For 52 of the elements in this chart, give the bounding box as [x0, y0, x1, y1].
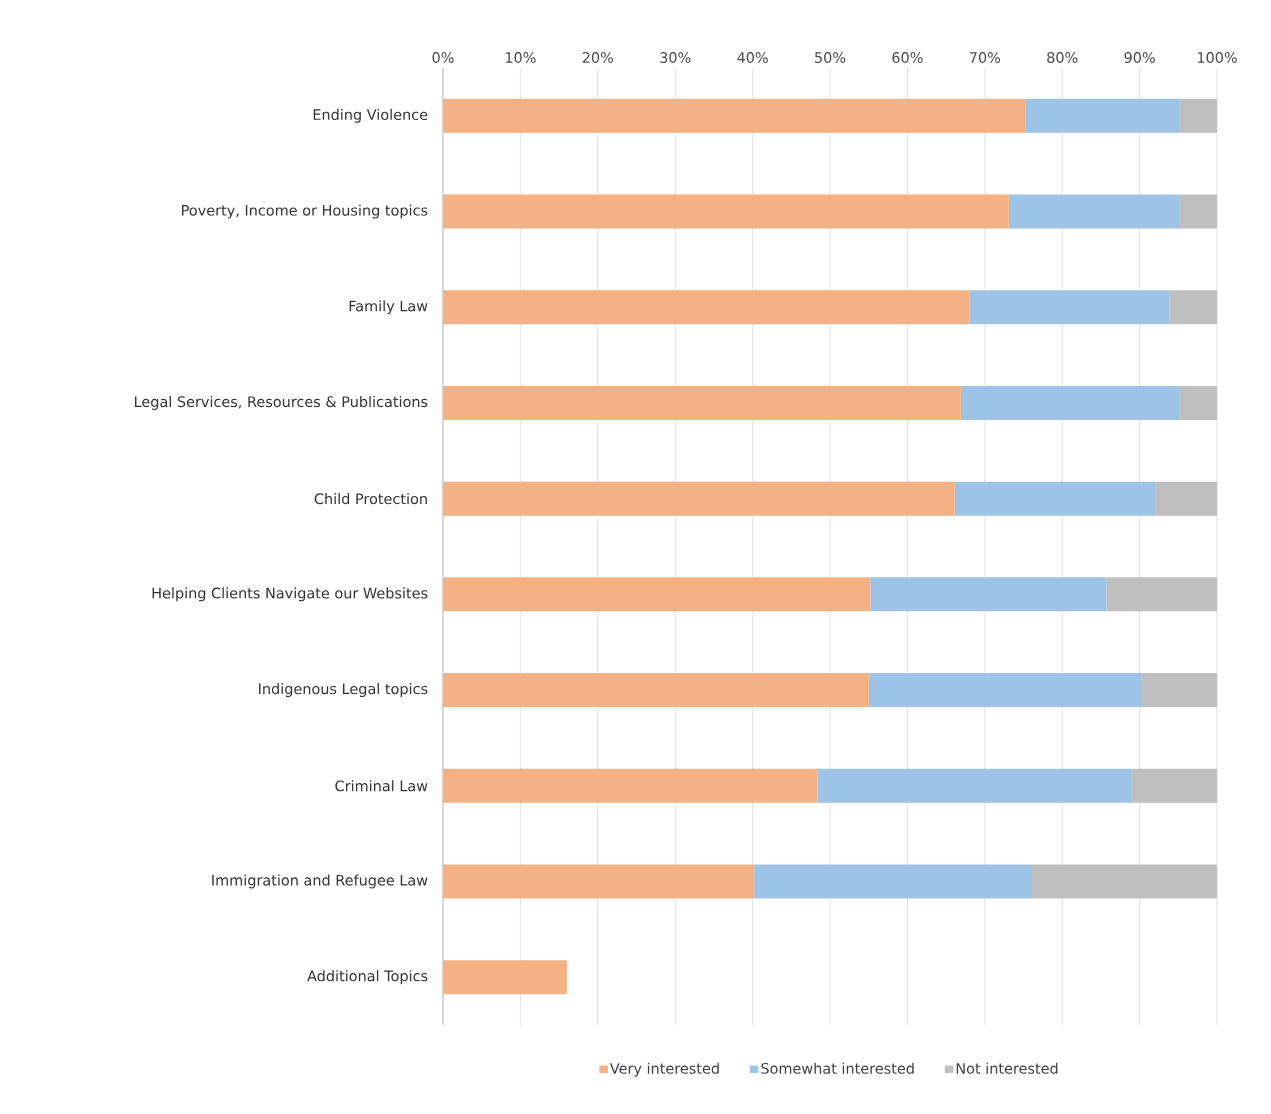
- bar: [1169, 290, 1218, 325]
- bar: [1141, 673, 1218, 708]
- bar: [1106, 577, 1218, 612]
- bar: [443, 98, 1026, 133]
- x-tick-label: 20%: [582, 52, 614, 63]
- legend-label: Somewhat interested: [761, 1062, 914, 1074]
- y-tick-label: Helping Clients Navigate our Websites: [152, 587, 428, 602]
- bar: [969, 290, 1170, 325]
- bar: [1025, 98, 1180, 133]
- bar: [954, 481, 1156, 516]
- y-tick-label: Ending Violence: [313, 108, 428, 123]
- bar: [1155, 481, 1218, 516]
- y-tick-label: Legal Services, Resources & Publications: [135, 395, 428, 410]
- bar: [1008, 194, 1180, 229]
- x-tick-label: 90%: [1124, 52, 1155, 63]
- x-tick-label: 40%: [737, 52, 768, 63]
- bar: [1179, 98, 1218, 133]
- bar: [1179, 194, 1218, 229]
- bar: [1179, 385, 1218, 420]
- bar: [754, 864, 1033, 899]
- legend-label: Very interested: [609, 1062, 719, 1077]
- bar: [1131, 768, 1218, 803]
- bar: [1032, 864, 1218, 899]
- x-tick-label: 100%: [1197, 52, 1237, 63]
- x-tick-label: 60%: [892, 52, 923, 63]
- bar: [443, 194, 1009, 229]
- y-tick-label: Family Law: [349, 300, 428, 315]
- bar: [443, 864, 755, 899]
- y-tick-label: Poverty, Income or Housing topics: [182, 204, 428, 219]
- bar: [443, 290, 970, 325]
- bar: [960, 385, 1180, 420]
- x-tick-label: 0%: [432, 52, 454, 63]
- x-tick-label: 70%: [969, 52, 1001, 63]
- y-tick-label: Criminal Law: [335, 780, 428, 792]
- x-tick-label: 10%: [505, 52, 536, 63]
- bar: [443, 577, 871, 612]
- bar: [868, 673, 1142, 708]
- legend-label: Not interested: [956, 1062, 1058, 1074]
- bar: [443, 960, 567, 995]
- bar: [443, 768, 818, 803]
- y-tick-label: Indigenous Legal topics: [259, 683, 428, 698]
- y-tick-label: Immigration and Refugee Law: [212, 874, 428, 889]
- bar: [443, 673, 869, 708]
- x-tick-label: 50%: [815, 52, 846, 63]
- bar: [817, 768, 1132, 803]
- bar: [443, 385, 961, 420]
- x-tick-label: 30%: [660, 52, 691, 63]
- y-tick-label: Additional Topics: [307, 970, 428, 985]
- bar: [870, 577, 1107, 612]
- y-tick-label: Child Protection: [314, 493, 427, 505]
- x-tick-label: 80%: [1047, 52, 1078, 63]
- bar: [443, 481, 955, 516]
